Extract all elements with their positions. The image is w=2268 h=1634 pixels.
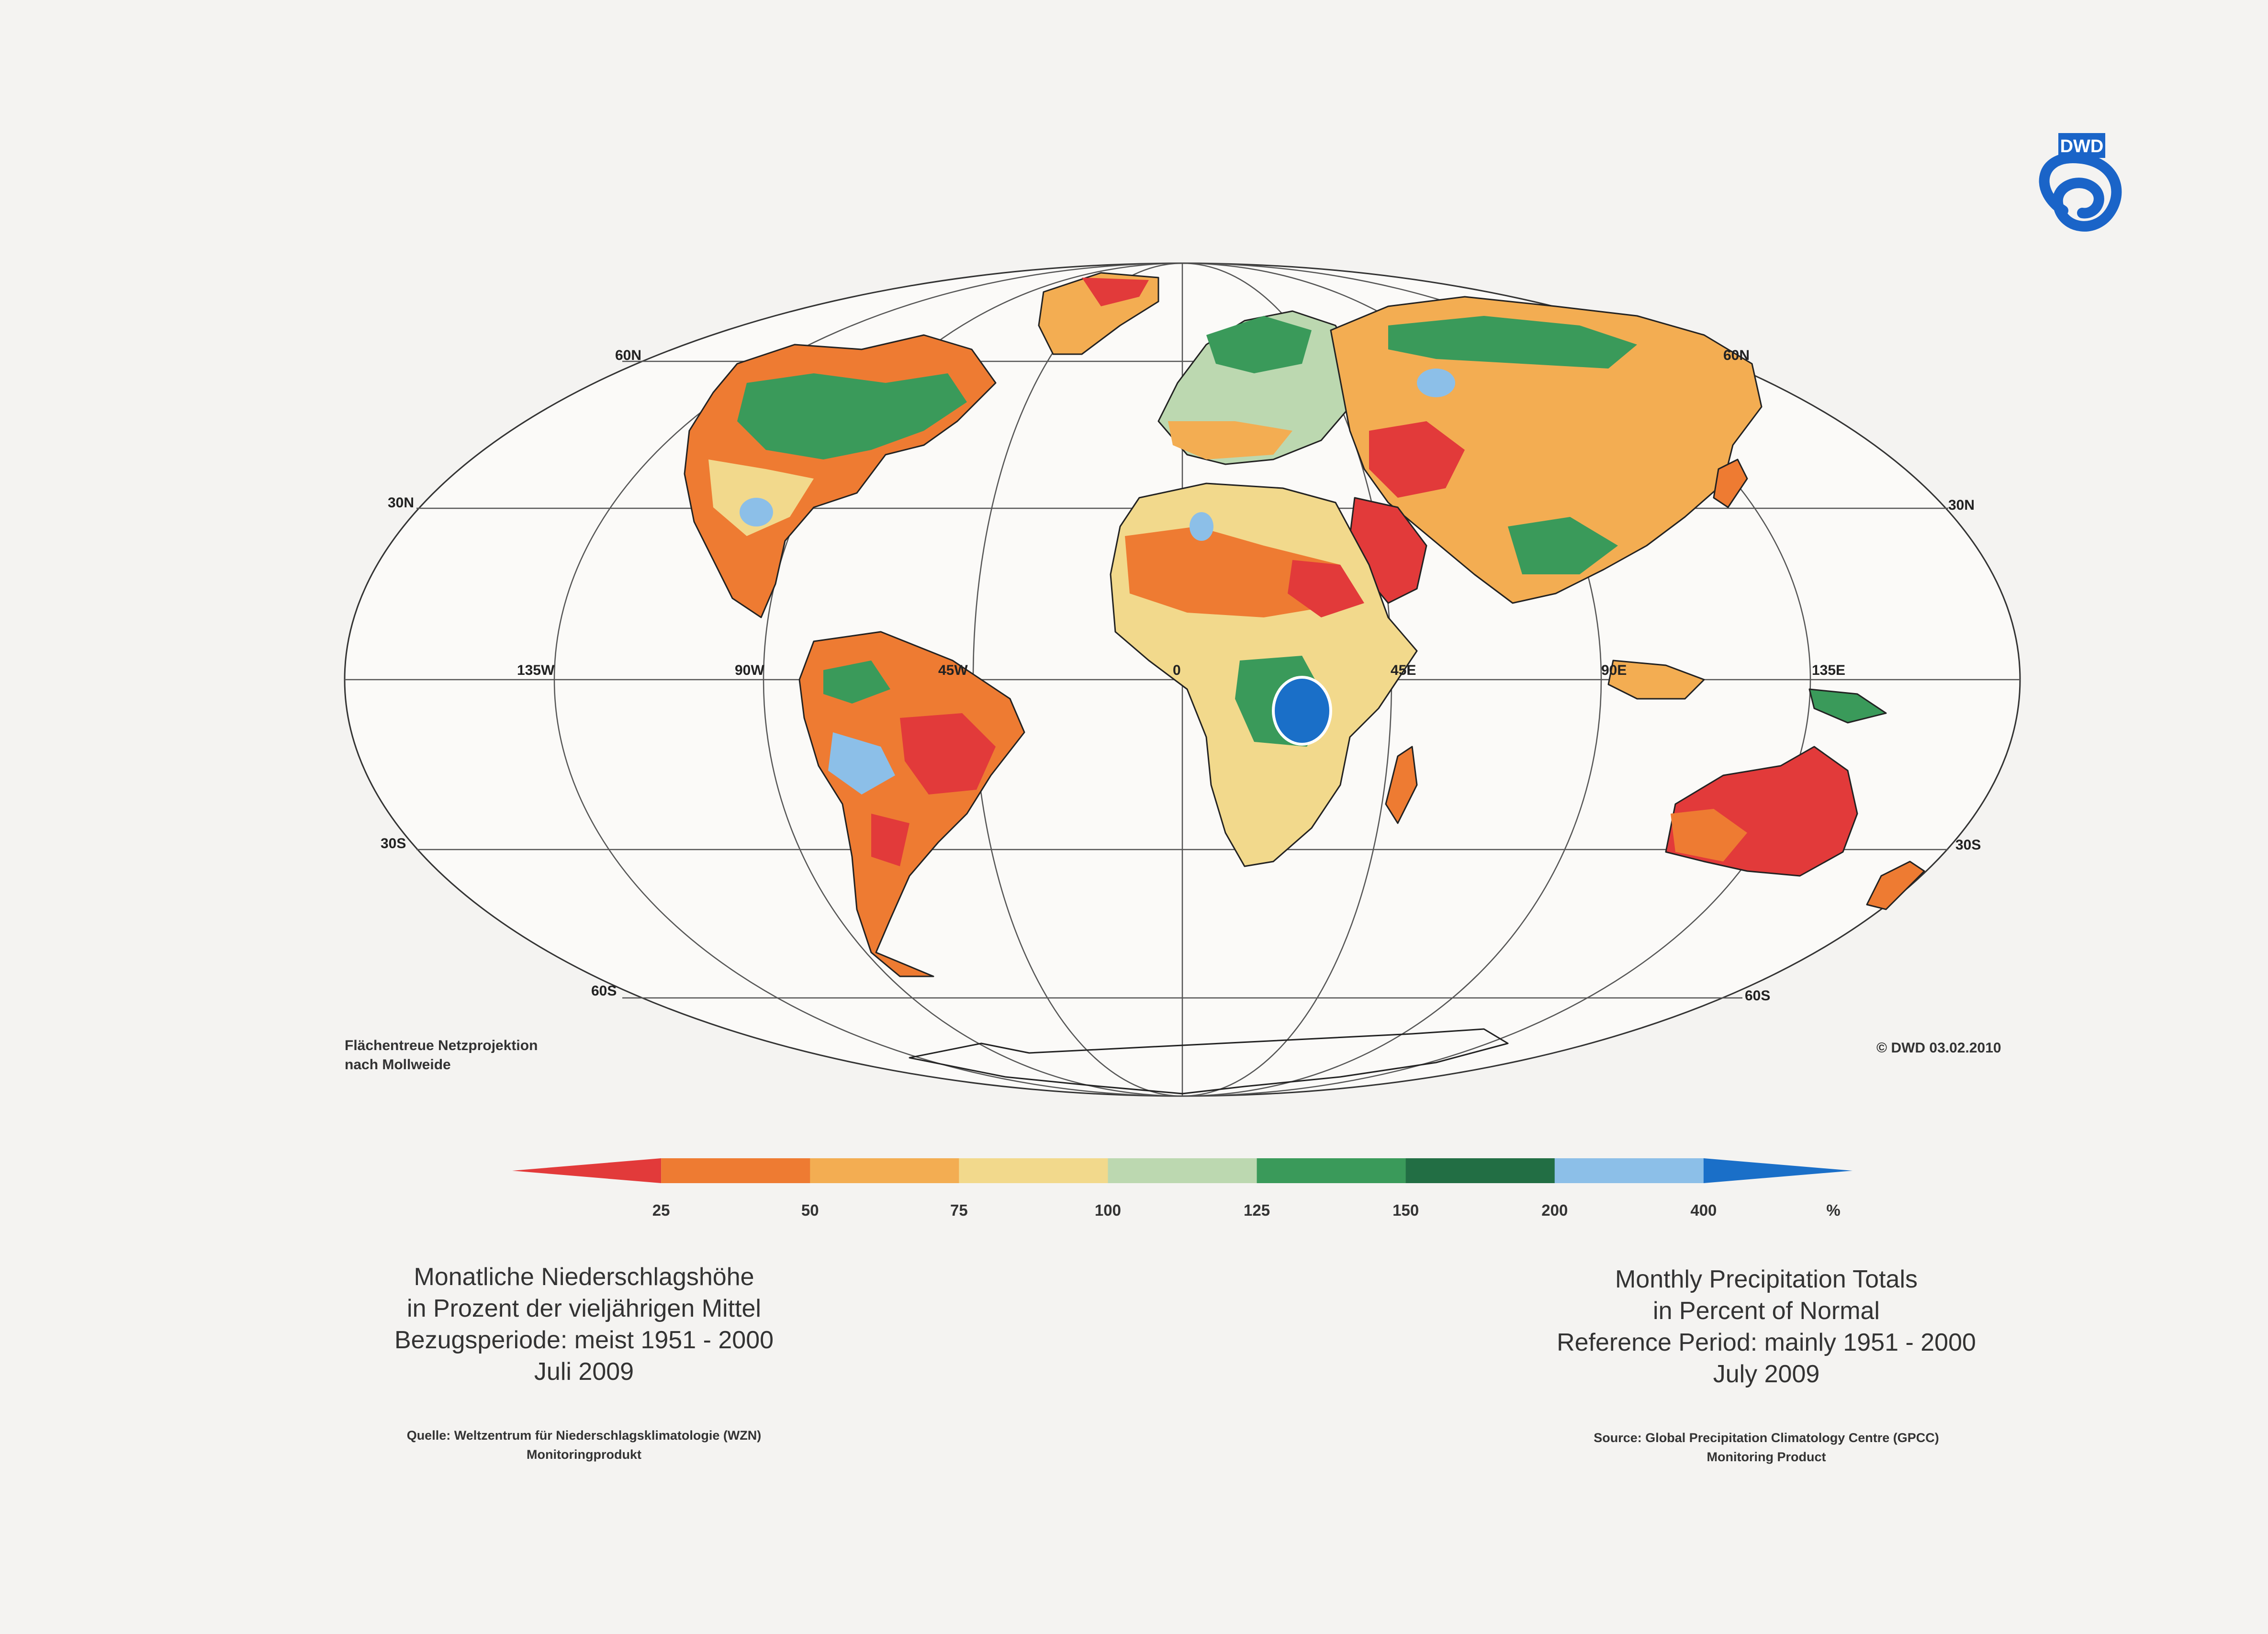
legend-tick-label: 50 [801,1201,819,1219]
new-guinea [1808,688,1887,724]
legend-unit: % [1826,1201,1840,1219]
source-de-line-2: Monitoringprodukt [527,1447,641,1462]
title-de-line-3: Bezugsperiode: meist 1951 - 2000 [394,1326,774,1354]
asia-wet-spot [1417,369,1455,397]
asia-dry-middle [1369,421,1465,498]
lon-label-45e: 45E [1391,662,1416,678]
na-wet-spot [740,498,773,526]
continents [684,272,1925,1095]
europe-green [1206,316,1312,373]
africa-wet-spot [1190,512,1213,541]
title-de-line-4: Juli 2009 [534,1358,634,1386]
greenland-dry [1082,278,1149,306]
japan [1713,459,1748,508]
title-en-line-2: in Percent of Normal [1653,1297,1880,1325]
legend-tick-label: 200 [1541,1201,1568,1219]
indonesia [1607,660,1705,700]
legend-tick-label: 125 [1244,1201,1270,1219]
sa-wet-patch [828,732,895,795]
legend-swatch [661,1158,810,1183]
lat-label-30n-left: 30N [388,495,414,511]
title-en-line-4: July 2009 [1713,1360,1820,1388]
legend-tick-label: 25 [652,1201,670,1219]
legend-ticks: 25 50 75 100 125 150 200 400% [652,1201,1841,1219]
asia-green-south [1508,517,1618,574]
madagascar [1385,746,1418,824]
projection-note-line-2: nach Mollweide [345,1057,451,1073]
legend-tick-label: 150 [1392,1201,1419,1219]
legend-swatch [1257,1158,1406,1183]
legend-swatch-high-arrow [1703,1158,1853,1183]
meridian-135 [553,263,1811,1096]
lat-label-30s-right: 30S [1955,837,1981,853]
sa-dry-core [900,713,996,795]
legend-tick-label: 100 [1095,1201,1121,1219]
title-english: Monthly Precipitation Totals in Percent … [1474,1264,2058,1466]
legend-tick-label: 75 [950,1201,968,1219]
na-green-belt [737,373,967,459]
lat-labels-right: 60N 30N 30S 60S [1723,347,1981,1004]
legend-swatch [1554,1158,1704,1183]
title-german: Monatliche Niederschlagshöhe in Prozent … [335,1261,833,1464]
copyright: © DWD 03.02.2010 [1876,1040,2001,1056]
lake-victoria-wet [1272,676,1332,746]
lon-label-90e: 90E [1601,662,1627,678]
legend-tick-label: 400 [1690,1201,1717,1219]
south-america [798,631,1025,977]
sa-green-patch [823,660,890,704]
source-de-line-1: Quelle: Weltzentrum für Niederschlagskli… [406,1428,762,1443]
lon-label-45w: 45W [938,662,968,678]
lat-label-60n-left: 60N [615,347,641,363]
europe-south [1168,421,1292,459]
projection-note: Flächentreue Netzprojektion nach Mollwei… [345,1036,538,1074]
antarctica [909,1028,1509,1095]
lon-label-135w: 135W [517,662,555,678]
lon-label-135e: 135E [1812,662,1845,678]
title-en-line-3: Reference Period: mainly 1951 - 2000 [1557,1329,1976,1356]
title-de-line-2: in Prozent der vieljährigen Mittel [407,1295,761,1322]
lat-label-60n-right: 60N [1723,347,1750,363]
legend-swatch [1108,1158,1258,1183]
legend-colorbar [512,1158,1853,1183]
lon-label-0: 0 [1173,662,1181,678]
dwd-swirl-icon [2039,152,2122,232]
aus-west-orange [1671,809,1747,862]
legend-swatch [810,1158,959,1183]
legend-swatch-low-arrow [512,1158,662,1183]
asia-green-north [1388,316,1637,369]
legend-swatch [959,1158,1108,1183]
africa-dry-red [1288,560,1364,617]
new-zealand [1866,861,1925,910]
title-en-line-1: Monthly Precipitation Totals [1615,1265,1918,1293]
lat-label-60s-left: 60S [591,983,617,999]
na-pale-zone [708,459,814,536]
lat-label-30s-left: 30S [381,836,406,851]
lat-label-30n-right: 30N [1948,497,1975,513]
lon-labels: 135W 90W 45W 0 45E 90E 135E [517,662,1845,678]
dwd-logo: DWD [2039,133,2122,232]
legend-swatch [1405,1158,1555,1183]
source-en-line-2: Monitoring Product [1707,1450,1826,1464]
lat-labels-left: 60N 30N 30S 60S [381,347,641,999]
lon-label-90w: 90W [735,662,764,678]
source-en-line-1: Source: Global Precipitation Climatology… [1594,1431,1939,1445]
sa-south-dry [871,814,909,866]
title-de-line-1: Monatliche Niederschlagshöhe [414,1263,754,1291]
lat-label-60s-right: 60S [1745,988,1770,1004]
meridian-90 [763,263,1602,1096]
projection-note-line-1: Flächentreue Netzprojektion [345,1038,538,1053]
